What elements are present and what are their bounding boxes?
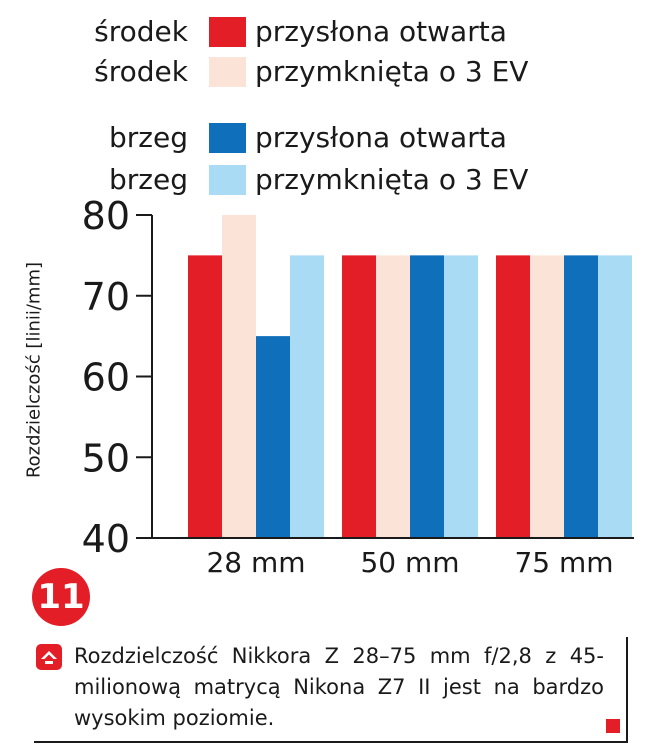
- legend-position-label: środek: [94, 15, 188, 48]
- bar-28mm-s4: [290, 255, 324, 538]
- legend-label: przymknięta o 3 EV: [255, 163, 529, 196]
- legend-label: przymknięta o 3 EV: [255, 55, 529, 88]
- legend-row-edge-stopped: brzeg przymknięta o 3 EV: [0, 165, 650, 195]
- caret-up-icon: [36, 644, 62, 670]
- legend-row-center-open: środek przysłona otwarta: [0, 17, 650, 47]
- legend-label: przysłona otwarta: [255, 121, 507, 154]
- caption-text: Rozdzielczość Nikkora Z 28–75 mm f/2,8 z…: [74, 644, 604, 730]
- bar-50mm-s3: [410, 255, 444, 538]
- bar-50mm-s4: [444, 255, 478, 538]
- bar-28mm-s3: [256, 336, 290, 538]
- legend-position-label: brzeg: [109, 121, 188, 154]
- legend-position-label: brzeg: [109, 163, 188, 196]
- legend-swatch: [209, 165, 246, 195]
- bar-75mm-s1: [496, 255, 530, 538]
- x-tick-label: 28 mm: [206, 546, 305, 579]
- caption-box: Rozdzielczość Nikkora Z 28–75 mm f/2,8 z…: [34, 637, 628, 743]
- bars-group: [188, 215, 632, 538]
- legend-swatch: [209, 17, 246, 47]
- caption-end-mark: [606, 719, 620, 733]
- bar-75mm-s2: [530, 255, 564, 538]
- y-tick-label: 50: [82, 436, 130, 480]
- legend-swatch: [209, 57, 246, 87]
- bar-75mm-s4: [598, 255, 632, 538]
- legend-label: przysłona otwarta: [255, 15, 507, 48]
- bar-chart: 28 mm 50 mm 75 mm 40 50 60 70 80: [82, 194, 634, 579]
- y-tick-label: 60: [82, 356, 130, 400]
- bar-28mm-s1: [188, 255, 222, 538]
- y-tick-label: 70: [82, 275, 130, 319]
- legend-position-label: środek: [94, 55, 188, 88]
- figure-number-badge: 11: [32, 568, 90, 626]
- bar-28mm-s2: [222, 215, 256, 538]
- legend-row-edge-open: brzeg przysłona otwarta: [0, 123, 650, 153]
- bar-50mm-s2: [376, 255, 410, 538]
- x-tick-label: 50 mm: [360, 546, 459, 579]
- y-tick-label: 80: [82, 194, 130, 238]
- bar-75mm-s3: [564, 255, 598, 538]
- x-tick-label: 75 mm: [514, 546, 613, 579]
- legend-row-center-stopped: środek przymknięta o 3 EV: [0, 57, 650, 87]
- axes-group: 28 mm 50 mm 75 mm 40 50 60 70 80: [82, 194, 634, 579]
- legend-swatch: [209, 123, 246, 153]
- bar-50mm-s1: [342, 255, 376, 538]
- y-tick-label: 40: [82, 517, 130, 561]
